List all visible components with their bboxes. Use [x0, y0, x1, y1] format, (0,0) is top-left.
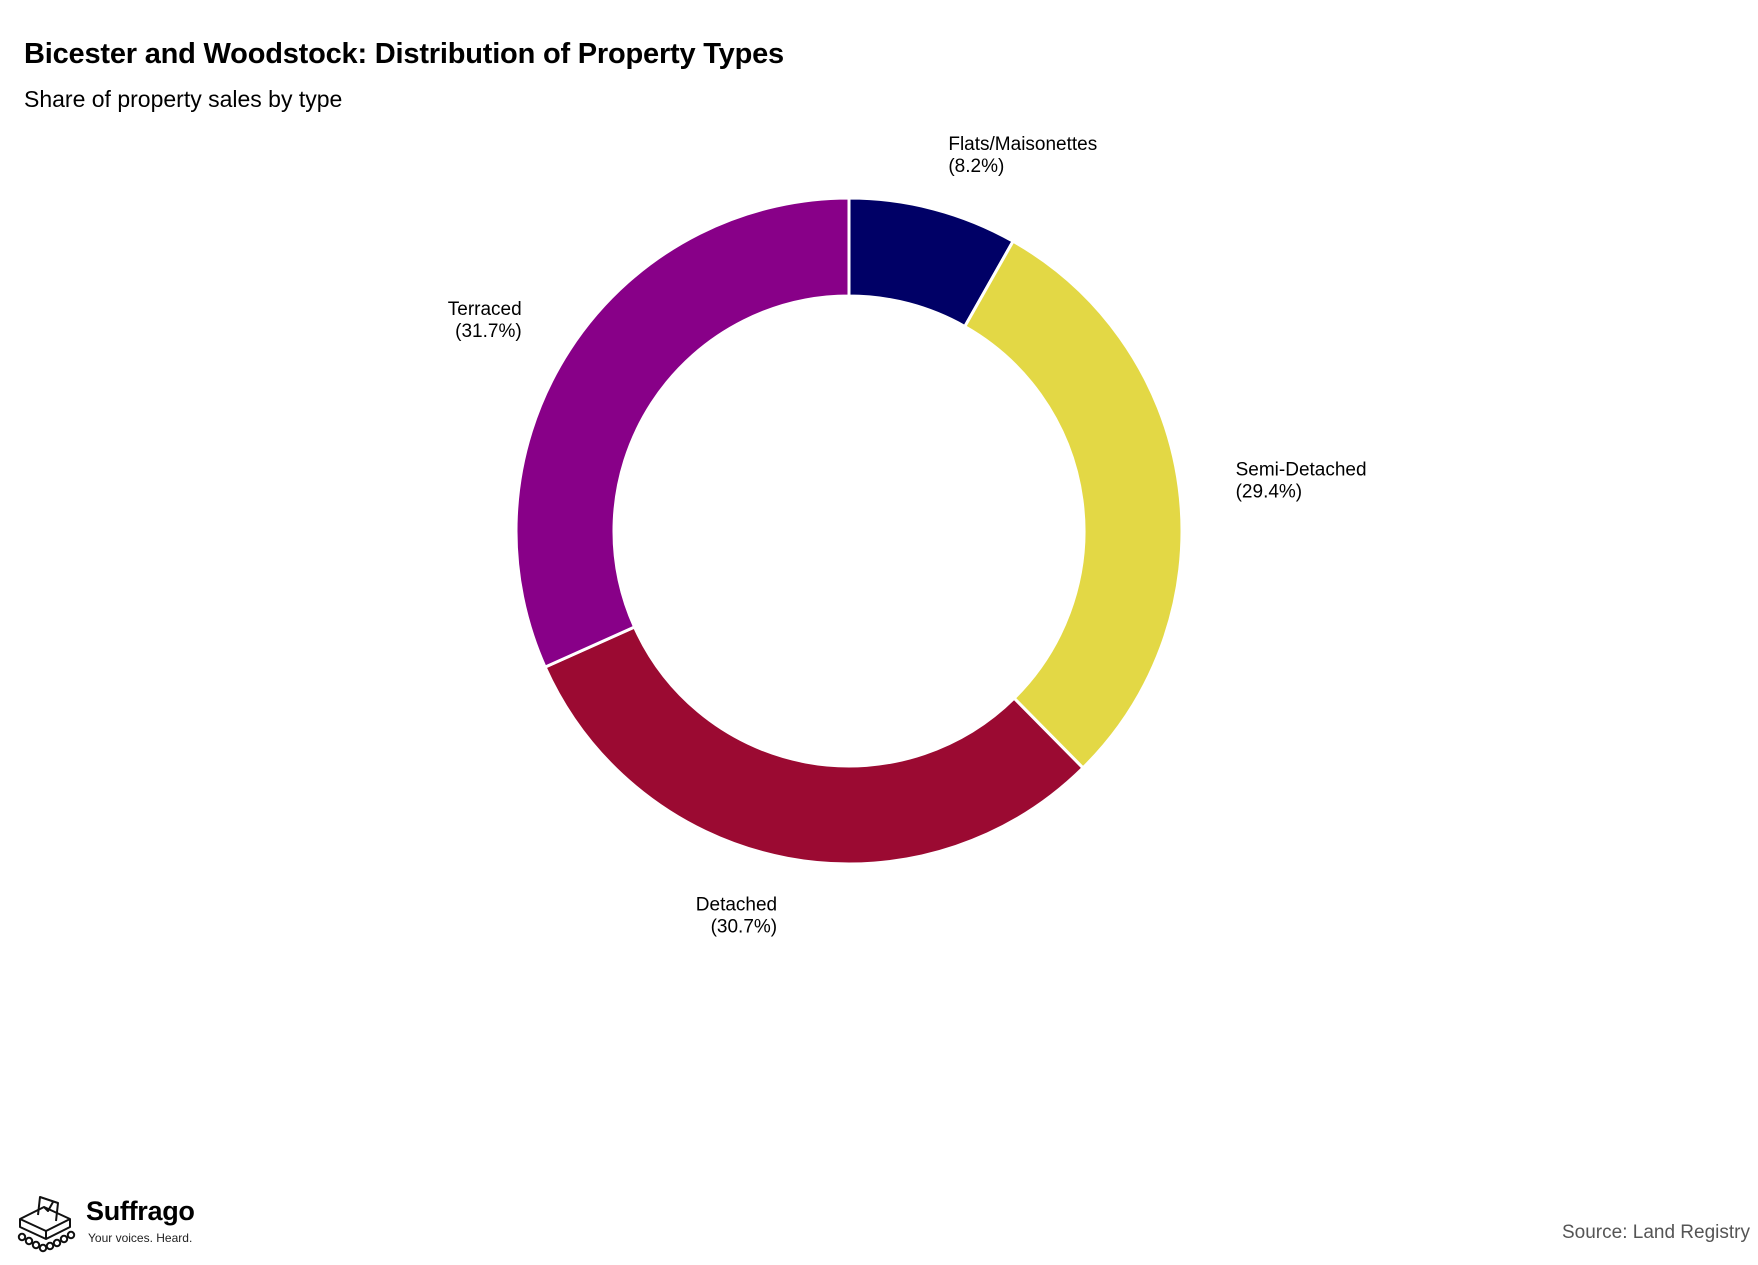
slice-labels: Flats/Maisonettes (8.2%) Semi-Detached (29.… — [448, 134, 1367, 937]
slice-terraced — [514, 196, 851, 670]
chart-subtitle: Share of property sales by type — [24, 86, 343, 112]
source-note: Source: Land Registry — [1562, 1222, 1750, 1243]
slice-label-detached: Detached (30.7%) — [696, 894, 777, 937]
donut-slices — [514, 196, 1184, 866]
brand-name: Suffrago — [86, 1196, 195, 1226]
slice-semi-detached — [962, 239, 1184, 771]
brand-tagline: Your voices. Heard. — [88, 1231, 193, 1245]
slice-label-flats-maisonettes: Flats/Maisonettes (8.2%) — [948, 134, 1097, 177]
chart-title: Bicester and Woodstock: Distribution of … — [24, 38, 784, 70]
slice-detached — [543, 625, 1086, 866]
ballot-box-icon — [17, 1196, 76, 1253]
brand-logo: Suffrago Your voices. Heard. — [14, 1193, 214, 1253]
slice-label-terraced: Terraced (31.7%) — [448, 299, 522, 342]
slice-label-semi-detached: Semi-Detached (29.4%) — [1236, 460, 1367, 503]
